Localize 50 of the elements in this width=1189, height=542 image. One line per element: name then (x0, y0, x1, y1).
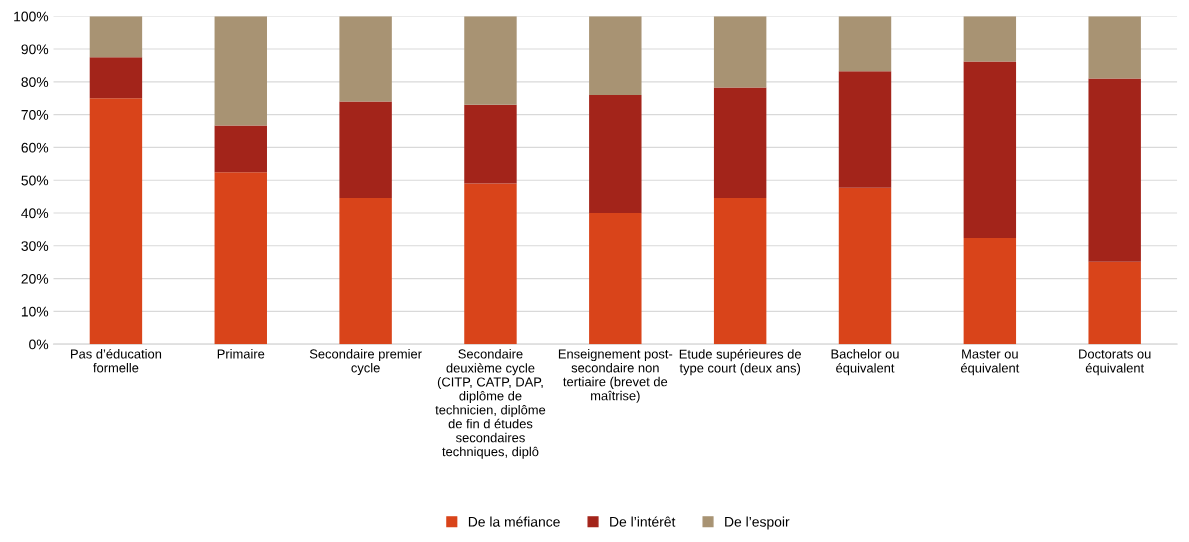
bar (963, 61, 1017, 238)
bar (89, 16, 143, 58)
x-tick-label: Primaire (217, 349, 265, 359)
bar (339, 197, 392, 345)
y-tick-label: 70% (21, 109, 49, 120)
y-tick-label: 10% (21, 306, 49, 317)
bar (963, 16, 1017, 62)
y-tick-label: 50% (21, 175, 49, 186)
x-tick-label: Secondaire deuxième cycle (CITP, CATP, DAP, diplôme de technicien, diplôme de fin d études secondaires techniques, diplô (435, 349, 546, 459)
x-tick-label: Pas d’éducation formelle (71, 348, 162, 373)
bar (1088, 261, 1141, 345)
y-tick-label: 80% (21, 77, 49, 88)
bar (838, 71, 892, 188)
y-tick-label: 40% (21, 208, 49, 219)
bar (838, 187, 892, 345)
bar (589, 16, 642, 95)
bar (1088, 78, 1141, 262)
bar (89, 98, 143, 345)
y-tick-label: 60% (21, 142, 49, 153)
bar (713, 197, 767, 345)
bar (214, 125, 267, 173)
legend-label: De l’intérêt (610, 516, 676, 527)
bar (464, 183, 517, 345)
y-tick-label: 20% (21, 273, 49, 284)
bar (589, 213, 642, 345)
x-tick-label: Enseignement post- secondaire non tertiaire (brevet de maîtrise) (558, 349, 673, 403)
bar (464, 16, 517, 105)
bar (214, 172, 267, 345)
bar (89, 57, 143, 99)
y-tick-label: 30% (21, 241, 49, 251)
legend-label: De la méfiance (468, 516, 560, 527)
x-tick-label: Secondaire premier cycle (309, 349, 422, 375)
x-tick-label: Bachelor ou équivalent (831, 349, 899, 376)
x-tick-label: Etude supérieures de type court (deux ans) (679, 349, 801, 376)
bar (464, 104, 517, 184)
bar (838, 16, 892, 72)
bar (339, 16, 392, 102)
bar (339, 101, 392, 198)
x-tick-label: Master ou équivalent (960, 349, 1020, 376)
bar (713, 16, 767, 88)
bar (963, 237, 1017, 345)
bar (214, 16, 267, 126)
bar (589, 94, 642, 214)
x-tick-label: Doctorats ou équivalent (1079, 349, 1151, 376)
y-tick-label: 0% (29, 339, 49, 350)
bar (1088, 16, 1141, 79)
legend-label: De l’espoir (725, 516, 790, 530)
y-tick-label: 100% (14, 11, 49, 22)
y-tick-label: 90% (21, 44, 49, 55)
bar (713, 87, 767, 198)
